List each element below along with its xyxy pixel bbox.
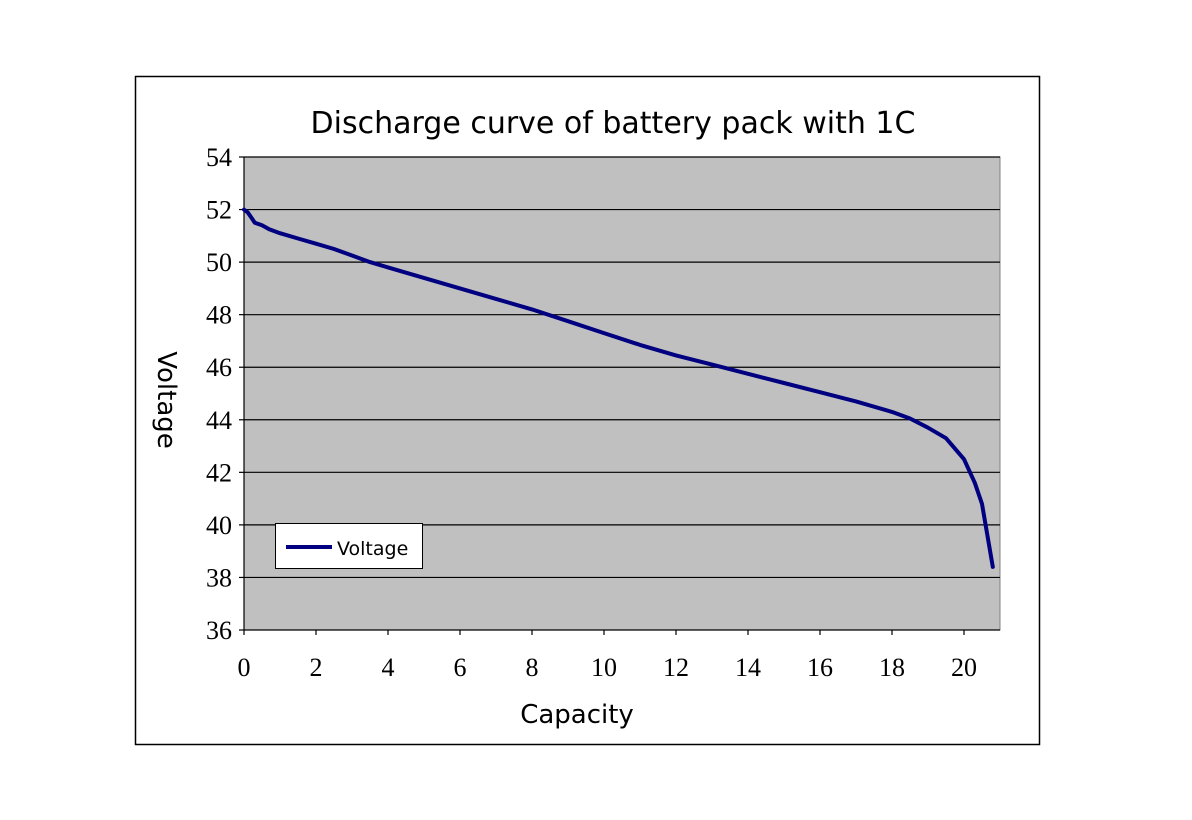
x-tick-label: 20 — [951, 653, 977, 682]
y-axis-label: Voltage — [151, 351, 181, 449]
series-layer — [242, 207, 995, 569]
y-tick-label: 36 — [206, 616, 232, 645]
x-tick-label: 12 — [663, 653, 689, 682]
legend-label-voltage: Voltage — [337, 538, 408, 560]
x-tick-label: 10 — [591, 653, 617, 682]
y-tick-labels: 36 38 40 42 44 46 48 50 52 54 — [206, 143, 244, 645]
y-tick-label: 44 — [206, 406, 232, 435]
series-line-voltage — [242, 207, 995, 569]
x-tick-label: 6 — [454, 653, 467, 682]
x-tick-labels: 0 2 4 6 8 10 12 14 16 18 20 — [238, 630, 977, 682]
y-tick-label: 48 — [206, 301, 232, 330]
x-tick-label: 8 — [526, 653, 539, 682]
axes — [243, 157, 1000, 631]
y-tick-label: 42 — [206, 458, 232, 487]
x-tick-label: 4 — [382, 653, 395, 682]
y-tick-label: 46 — [206, 353, 232, 382]
y-tick-label: 54 — [206, 143, 232, 172]
x-tick-label: 16 — [807, 653, 833, 682]
x-tick-label: 2 — [310, 653, 323, 682]
chart-title: Discharge curve of battery pack with 1C — [311, 106, 916, 141]
x-tick-label: 0 — [238, 653, 251, 682]
x-axis-label: Capacity — [520, 700, 634, 730]
x-tick-label: 18 — [879, 653, 905, 682]
y-tick-label: 50 — [206, 248, 232, 277]
y-tick-label: 52 — [206, 196, 232, 225]
x-tick-label: 14 — [735, 653, 761, 682]
y-tick-label: 40 — [206, 511, 232, 540]
y-tick-label: 38 — [206, 563, 232, 592]
legend: Voltage — [275, 523, 423, 569]
